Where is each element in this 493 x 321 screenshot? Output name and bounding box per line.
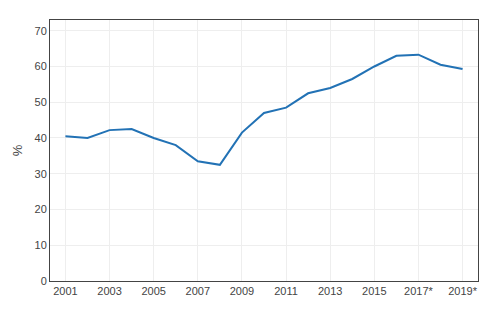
svg-text:0: 0 <box>41 275 47 287</box>
svg-text:2007: 2007 <box>186 285 210 297</box>
svg-text:2013: 2013 <box>318 285 342 297</box>
svg-text:%: % <box>10 144 25 156</box>
svg-text:10: 10 <box>35 239 47 251</box>
svg-text:2019*: 2019* <box>448 285 477 297</box>
svg-text:2003: 2003 <box>97 285 121 297</box>
svg-text:2009: 2009 <box>230 285 254 297</box>
svg-text:2005: 2005 <box>141 285 165 297</box>
svg-text:20: 20 <box>35 203 47 215</box>
svg-text:2015: 2015 <box>362 285 386 297</box>
svg-text:50: 50 <box>35 96 47 108</box>
svg-text:60: 60 <box>35 60 47 72</box>
svg-text:40: 40 <box>35 132 47 144</box>
svg-text:30: 30 <box>35 168 47 180</box>
svg-text:2017*: 2017* <box>404 285 433 297</box>
svg-text:2011: 2011 <box>274 285 298 297</box>
svg-text:2001: 2001 <box>53 285 77 297</box>
svg-text:70: 70 <box>35 25 47 37</box>
